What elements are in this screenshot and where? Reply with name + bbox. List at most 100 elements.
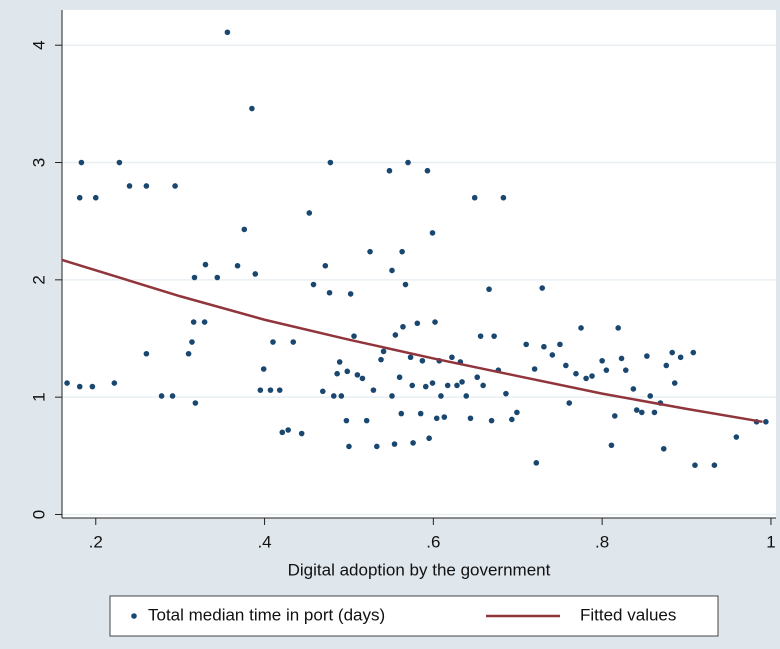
point — [298, 430, 305, 437]
point — [116, 159, 123, 166]
point — [392, 332, 399, 338]
point — [241, 226, 248, 233]
point — [454, 382, 460, 389]
point — [583, 375, 589, 382]
point — [563, 362, 569, 369]
point — [429, 380, 436, 386]
point — [370, 387, 377, 393]
point — [630, 386, 637, 392]
point — [486, 286, 492, 293]
point — [405, 159, 411, 166]
point — [663, 362, 670, 369]
point — [202, 261, 209, 268]
point — [347, 291, 354, 297]
point — [257, 387, 264, 393]
point — [651, 409, 658, 416]
point — [78, 159, 85, 166]
point — [477, 333, 484, 339]
y-tick-label: 3 — [29, 158, 48, 167]
point — [169, 393, 176, 399]
point — [400, 323, 406, 330]
point — [270, 339, 276, 345]
point — [158, 393, 165, 399]
point — [459, 379, 465, 385]
x-tick-label: 1 — [766, 532, 775, 551]
point — [111, 380, 118, 386]
point — [660, 445, 667, 452]
point — [500, 194, 507, 201]
point — [599, 357, 605, 364]
point — [89, 383, 96, 390]
point — [378, 356, 384, 363]
legend-label: Total median time in port (days) — [148, 605, 385, 624]
point — [344, 368, 351, 375]
point — [354, 372, 361, 378]
point — [618, 355, 625, 362]
point — [343, 417, 350, 424]
point — [409, 382, 416, 389]
point — [533, 460, 540, 466]
point — [224, 29, 231, 36]
point — [531, 366, 538, 372]
point — [396, 374, 403, 381]
point — [143, 350, 150, 357]
point — [463, 393, 470, 399]
point — [185, 350, 192, 357]
point — [612, 413, 618, 419]
point — [190, 319, 197, 325]
point — [306, 210, 313, 216]
point — [285, 427, 291, 433]
point — [711, 462, 718, 469]
point — [359, 375, 366, 382]
point — [622, 367, 629, 373]
x-tick-label: .2 — [89, 532, 103, 551]
point — [589, 373, 595, 379]
point — [374, 443, 380, 450]
point — [422, 383, 429, 390]
point — [279, 429, 286, 436]
point — [488, 417, 495, 424]
point — [669, 349, 675, 356]
point — [260, 366, 267, 372]
point — [399, 248, 405, 255]
point — [64, 380, 70, 386]
point — [424, 167, 431, 174]
point — [671, 380, 678, 386]
point — [426, 435, 432, 442]
point — [677, 354, 684, 361]
point — [491, 333, 497, 339]
point — [414, 320, 421, 327]
point — [471, 194, 478, 201]
point — [419, 357, 426, 364]
point — [319, 388, 326, 395]
point — [733, 434, 740, 440]
point — [467, 415, 474, 422]
point — [523, 341, 529, 348]
point — [143, 183, 150, 189]
point — [398, 410, 405, 417]
point — [615, 325, 621, 331]
point — [566, 400, 573, 406]
point — [336, 359, 343, 365]
point — [276, 387, 283, 393]
point — [249, 105, 255, 112]
point — [290, 339, 297, 345]
point — [432, 319, 438, 325]
point — [189, 339, 195, 345]
point — [573, 370, 579, 377]
legend-symbol — [131, 613, 137, 619]
x-axis-title: Digital adoption by the government — [288, 560, 551, 579]
point — [449, 354, 455, 361]
point — [603, 367, 610, 373]
point — [310, 281, 317, 288]
point — [441, 414, 448, 420]
point — [763, 418, 769, 425]
point — [541, 343, 547, 350]
point — [407, 354, 414, 361]
point — [252, 271, 259, 277]
x-tick-label: .8 — [595, 532, 609, 551]
point — [433, 415, 440, 422]
point — [389, 267, 395, 274]
y-tick-label: 4 — [29, 40, 48, 49]
